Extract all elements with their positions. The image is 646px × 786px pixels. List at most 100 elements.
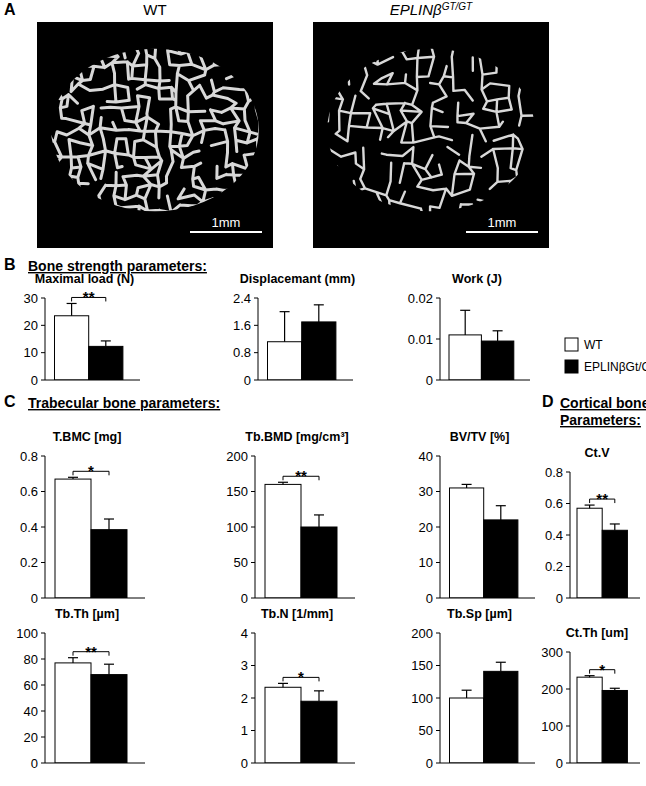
- y-tick: [566, 535, 570, 536]
- y-tick: [41, 711, 45, 712]
- y-tick-label: 100: [16, 626, 38, 641]
- y-tick: [41, 763, 45, 764]
- bar: [450, 698, 484, 763]
- error-bar-stem: [318, 691, 319, 701]
- y-tick-label: 0: [556, 591, 563, 606]
- image-label: EPLINβGT/GT: [390, 1, 473, 19]
- bar-chart: T.BMC [mg]00.20.40.60.8*: [20, 430, 145, 606]
- bar-chart: BV/TV [%]010203040: [419, 430, 535, 606]
- y-tick-label: 0.02: [408, 291, 433, 306]
- bar: [301, 701, 337, 763]
- ct-image: 1mm: [308, 18, 552, 248]
- y-tick-label: 10: [24, 345, 38, 360]
- error-bar-stem: [500, 506, 501, 520]
- bar-chart: Tb.N [1/mm]01234*: [241, 607, 355, 771]
- scale-bar: [466, 231, 538, 233]
- bar: [602, 530, 627, 598]
- y-tick-label: 50: [234, 555, 248, 570]
- error-bar-cap: [462, 690, 472, 691]
- error-bar-cap: [280, 311, 290, 312]
- ct-image: 1mm: [33, 19, 273, 248]
- bar: [89, 346, 123, 380]
- y-tick: [254, 325, 258, 326]
- y-tick: [251, 730, 255, 731]
- error-bar-cap: [585, 675, 595, 676]
- y-tick: [251, 633, 255, 634]
- bar-chart: Maximal load (N)0102030**: [24, 272, 140, 388]
- bars: [55, 303, 123, 380]
- error-bar: [68, 658, 78, 663]
- x-axis-line: [45, 380, 140, 381]
- error-bar: [493, 331, 503, 341]
- error-bar-stem: [284, 312, 285, 342]
- error-bar-cap: [314, 304, 324, 305]
- error-bar-cap: [68, 477, 78, 478]
- y-tick-label: 150: [226, 484, 248, 499]
- y-tick: [254, 352, 258, 353]
- y-tick-label: 0.6: [20, 484, 38, 499]
- x-axis-line: [570, 763, 640, 764]
- legend-swatch: [565, 360, 578, 373]
- significance-label: **: [295, 467, 307, 484]
- bars: [450, 484, 518, 598]
- y-tick-label: 0.2: [20, 555, 38, 570]
- error-bar-cap: [460, 310, 470, 311]
- y-tick-label: 0.8: [233, 345, 251, 360]
- y-tick-label: 40: [24, 704, 38, 719]
- y-tick: [566, 472, 570, 473]
- chart-title: Work (J): [452, 272, 502, 286]
- y-tick-label: 0.4: [545, 528, 563, 543]
- x-axis-line: [45, 598, 145, 599]
- y-tick-label: 30: [24, 291, 38, 306]
- bar: [55, 479, 91, 598]
- y-tick: [41, 352, 45, 353]
- y-tick-label: 50: [419, 723, 433, 738]
- error-bar: [278, 482, 288, 484]
- y-tick-label: 0: [241, 756, 248, 771]
- chart-title: Tb.Sp [µm]: [447, 607, 512, 621]
- legend-label: EPLINβGt/Gt: [584, 360, 646, 374]
- y-tick: [251, 598, 255, 599]
- panel-label: B: [4, 256, 16, 273]
- y-tick-label: 0: [426, 756, 433, 771]
- image-label-main: EPLINβ: [390, 1, 442, 18]
- y-tick: [566, 726, 570, 727]
- y-tick: [436, 527, 440, 528]
- error-bar-stem: [108, 519, 109, 530]
- bar: [449, 335, 481, 380]
- bar: [577, 508, 602, 598]
- trabecular-network: [33, 19, 272, 246]
- bar: [602, 690, 627, 763]
- y-axis-line: [45, 298, 46, 380]
- error-bar: [610, 688, 620, 690]
- y-tick-label: 40: [419, 449, 433, 464]
- y-tick-label: 4: [241, 626, 248, 641]
- error-bar-stem: [318, 515, 319, 527]
- y-tick-label: 150: [411, 658, 433, 673]
- error-bar: [101, 341, 111, 346]
- y-tick-label: 0: [244, 373, 251, 388]
- image-label: WT: [143, 1, 166, 18]
- section-heading: Cortical bone: [560, 395, 646, 411]
- bar: [302, 322, 336, 380]
- bar-chart: Tb.Th [µm]020406080100**: [16, 607, 145, 771]
- error-bar-stem: [108, 664, 109, 674]
- bars: [55, 477, 127, 598]
- chart-title: Displacemant (mm): [240, 272, 355, 286]
- bars: [449, 310, 514, 380]
- error-bar: [104, 664, 114, 674]
- error-bar-cap: [278, 482, 288, 483]
- error-bar-cap: [610, 688, 620, 689]
- error-bar-cap: [101, 340, 111, 341]
- bar-chart: Work (J)00.010.02: [408, 272, 530, 388]
- y-tick-label: 0: [31, 756, 38, 771]
- y-tick-label: 10: [419, 555, 433, 570]
- error-bar-stem: [497, 331, 498, 341]
- y-tick: [41, 527, 45, 528]
- error-bar-cap: [493, 330, 503, 331]
- error-bar: [280, 312, 290, 342]
- y-tick: [251, 491, 255, 492]
- chart-title: Ct.Th [um]: [566, 626, 628, 640]
- y-tick: [251, 456, 255, 457]
- error-bar-stem: [105, 341, 106, 346]
